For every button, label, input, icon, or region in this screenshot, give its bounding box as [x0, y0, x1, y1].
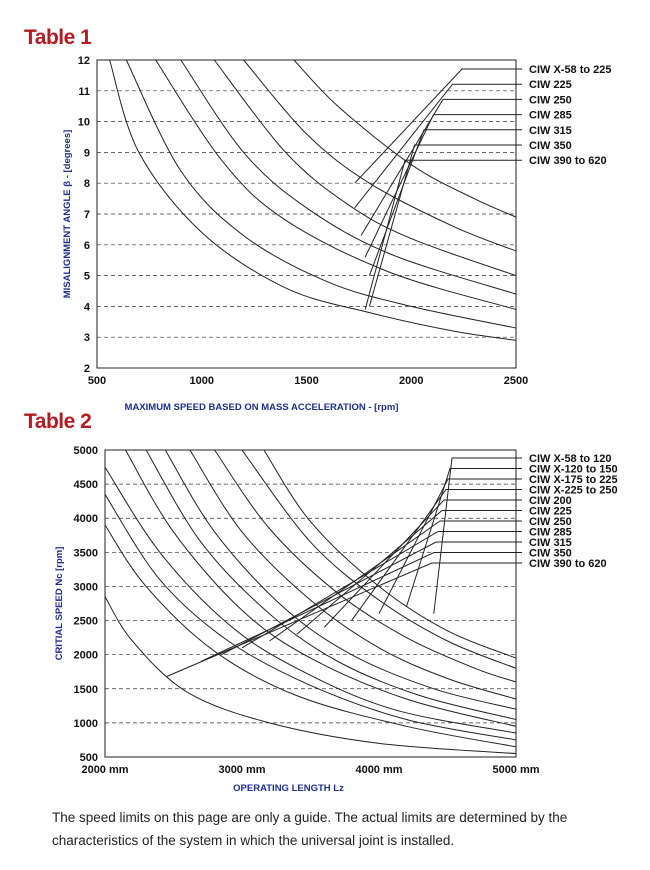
guide-note: The speed limits on this page are only a… [52, 810, 568, 848]
c2-series-label: CIW 250 [529, 516, 572, 528]
c1-series-label: CIW 285 [529, 110, 572, 122]
c2-series-curve [214, 449, 517, 683]
c2-series-curve [189, 449, 517, 700]
c1-x-tick-label: 500 [88, 375, 106, 387]
c1-series-curve [293, 59, 517, 218]
c1-series-leader-line [354, 83, 522, 209]
table1-title: Table 1 [24, 26, 92, 49]
c1-series-curve [109, 59, 517, 341]
c1-series-curve [243, 59, 517, 252]
c2-series-label: CIW X-58 to 120 [529, 453, 612, 465]
c2-y-tick-label: 4000 [74, 513, 98, 525]
c2-series-curve [241, 449, 517, 669]
c1-series-curve [180, 59, 517, 295]
c2-series-label: CIW 225 [529, 506, 572, 518]
c2-y-tick-label: 500 [80, 752, 98, 764]
c1-series-curve [213, 59, 517, 277]
c2-series-label: CIW 390 to 620 [529, 558, 607, 570]
c1-series-curve [125, 59, 517, 329]
c1-x-axis-title: MAXIMUM SPEED BASED ON MASS ACCELERATION… [125, 402, 399, 413]
c1-y-tick-label: 8 [84, 178, 90, 190]
c2-series-leader-line [378, 478, 522, 614]
c1-series-leader-line [364, 159, 522, 310]
c1-x-tick-label: 2000 [399, 375, 423, 387]
c2-series-leader-line [269, 520, 522, 642]
c2-series-curve [104, 466, 517, 734]
c1-plot-frame [96, 59, 517, 369]
c2-x-tick-label: 3000 mm [218, 764, 265, 776]
c2-series-leader-line [200, 552, 522, 662]
c1-y-tick-label: 4 [84, 301, 91, 313]
c1-series-label: CIW 225 [529, 79, 572, 91]
c1-y-tick-label: 5 [84, 271, 90, 283]
c2-series-curve [104, 596, 517, 755]
table2-title: Table 2 [24, 410, 92, 433]
c1-series-label: CIW 315 [529, 125, 572, 137]
c1-series-label: CIW 390 to 620 [529, 155, 607, 167]
c1-series-leader-line [360, 98, 522, 236]
c2-series-label: CIW 315 [529, 537, 572, 549]
c1-y-tick-label: 2 [84, 363, 90, 375]
c1-series-label: CIW 250 [529, 94, 572, 106]
c2-series-curve [263, 449, 517, 659]
c1-y-tick-label: 3 [84, 332, 90, 344]
charts-canvas: 2 3 4 5 6 7 8 9 10 11 12 500 1000 1500 2000 2500 MAXIMUM… [54, 55, 618, 794]
c2-x-tick-label: 2000 mm [81, 764, 128, 776]
c1-series-label: CIW X-58 to 225 [529, 64, 612, 76]
c2-y-tick-label: 3500 [74, 547, 98, 559]
c2-series-label: CIW 285 [529, 527, 572, 539]
c2-y-tick-label: 4500 [74, 479, 98, 491]
c1-y-tick-label: 10 [78, 117, 90, 129]
c1-series-leader-line [364, 114, 522, 258]
c2-x-tick-label: 5000 mm [492, 764, 539, 776]
c1-y-tick-label: 7 [84, 209, 90, 221]
c1-series-leader-line [368, 144, 522, 307]
c1-y-axis-title: MISALIGNMENT ANGLE β - [degrees] [62, 130, 73, 299]
c1-series-label: CIW 350 [529, 140, 572, 152]
c2-series-leader-line [351, 489, 522, 621]
c1-x-tick-label: 1000 [190, 375, 214, 387]
c1-series-curve [155, 59, 517, 310]
c2-y-tick-label: 5000 [74, 445, 98, 457]
c2-series-leader-line [433, 457, 522, 614]
c2-y-tick-label: 1500 [74, 684, 98, 696]
c2-x-axis-title: OPERATING LENGTH Lz [233, 783, 344, 794]
c2-y-tick-label: 2000 [74, 650, 98, 662]
c2-series-curve [145, 449, 517, 720]
c1-y-tick-label: 11 [78, 86, 90, 98]
c1-y-tick-label: 9 [84, 147, 90, 159]
c2-y-axis-title: CRITIAL SPEED Nc [rpm] [54, 547, 65, 661]
c1-series-leader-line [354, 68, 522, 184]
c2-series-leader-line [405, 468, 522, 608]
c2-series-curve [164, 449, 517, 710]
c2-plot-frame [104, 449, 517, 758]
c2-y-tick-label: 1000 [74, 718, 98, 730]
c2-x-tick-label: 4000 mm [355, 764, 402, 776]
c2-series-leader-line [221, 541, 522, 656]
c2-series-leader-line [323, 499, 522, 628]
c2-series-curve [125, 449, 517, 727]
c2-series-curve [104, 524, 517, 748]
c2-y-tick-label: 2500 [74, 616, 98, 628]
c1-x-tick-label: 2500 [504, 375, 528, 387]
c1-x-tick-label: 1500 [294, 375, 318, 387]
c2-series-leader-line [296, 510, 522, 635]
c2-series-label: CIW 200 [529, 495, 572, 507]
c2-series-label: CIW X-175 to 225 [529, 474, 618, 486]
c2-series-label: CIW X-225 to 250 [529, 485, 618, 497]
c2-series-curve [104, 494, 517, 741]
c2-series-label: CIW X-120 to 150 [529, 464, 618, 476]
c1-y-tick-label: 6 [84, 240, 90, 252]
c1-y-tick-label: 12 [78, 55, 90, 67]
c2-y-tick-label: 3000 [74, 581, 98, 593]
c2-series-leader-line [166, 562, 522, 677]
c2-series-label: CIW 350 [529, 548, 572, 560]
